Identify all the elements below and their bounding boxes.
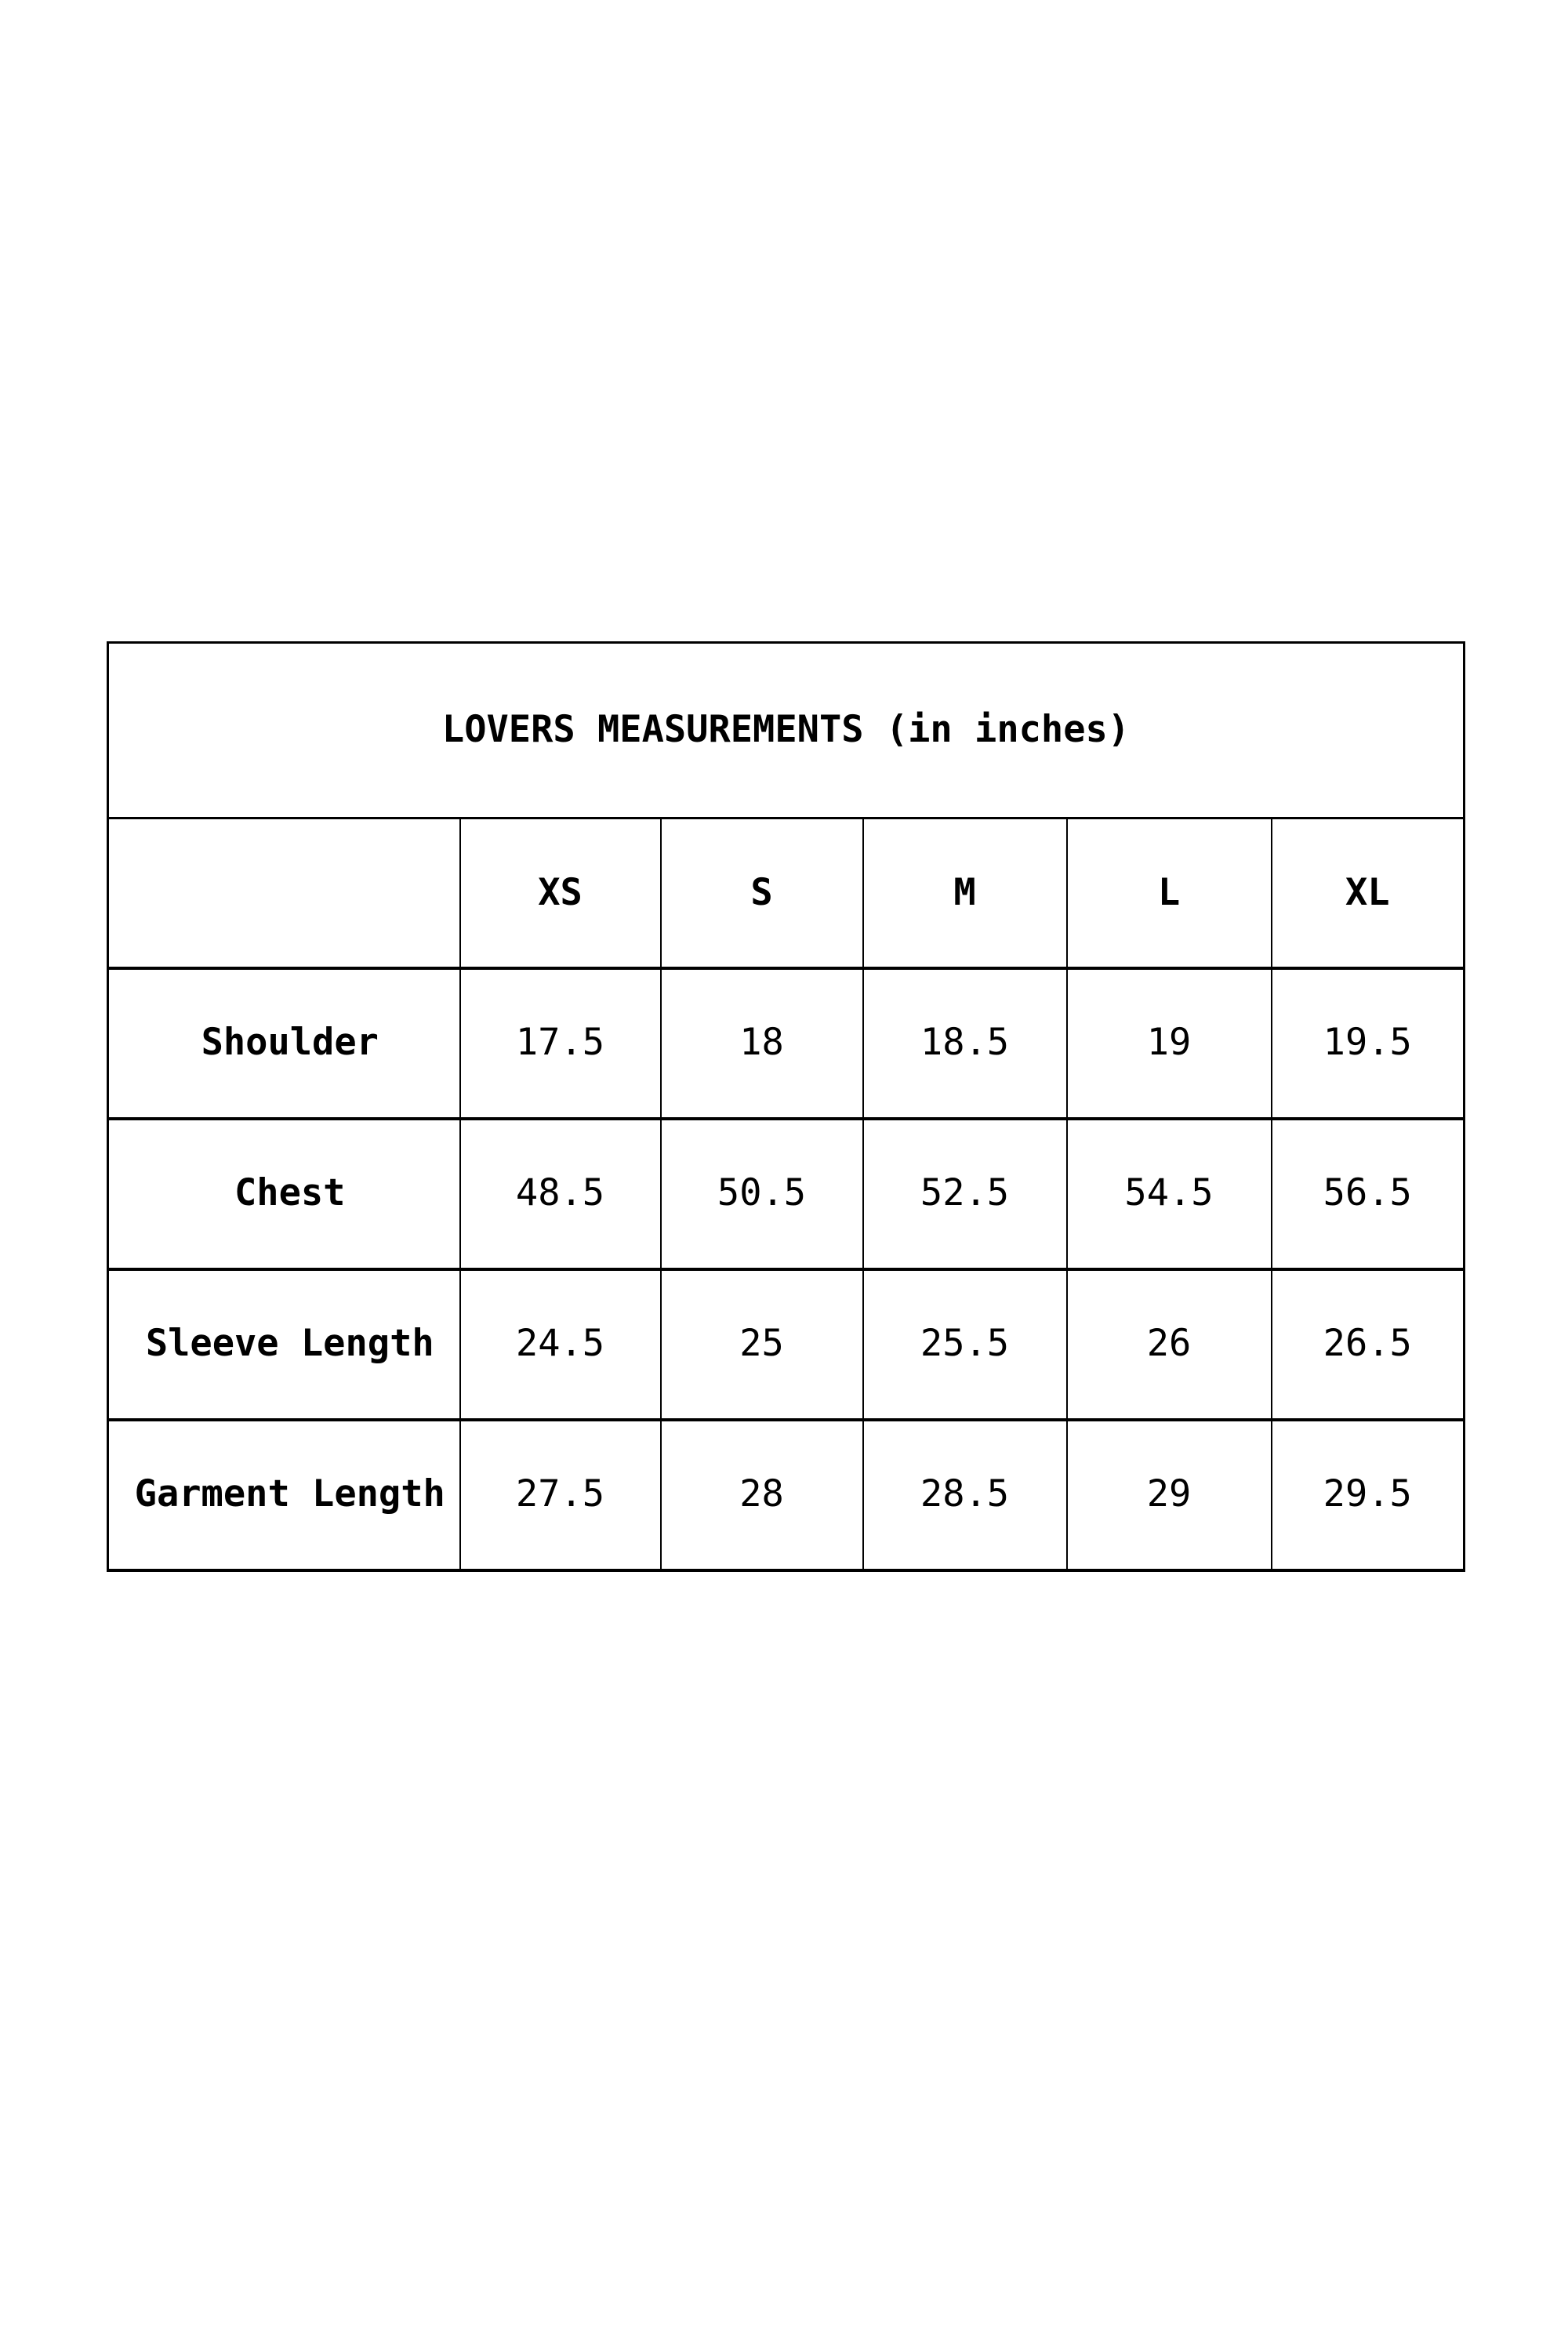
shoulder-xl-value: 19.5 bbox=[1270, 966, 1465, 1120]
row-label-garment-length: Garment Length bbox=[107, 1417, 461, 1572]
table-title-row: LOVERS MEASUREMENTS (in inches) bbox=[107, 642, 1465, 819]
shoulder-m-value: 18.5 bbox=[862, 966, 1068, 1120]
sleeve-length-l-value: 26 bbox=[1065, 1267, 1272, 1421]
size-header-l: L bbox=[1065, 817, 1272, 970]
measurements-table: LOVERS MEASUREMENTS (in inches) XS S M L… bbox=[107, 641, 1466, 1572]
chest-s-value: 50.5 bbox=[659, 1116, 864, 1271]
size-header-m: M bbox=[862, 817, 1068, 970]
table-row-garment-length: Garment Length 27.5 28 28.5 29 29.5 bbox=[107, 1417, 1465, 1572]
corner-empty-cell bbox=[107, 817, 461, 970]
sleeve-length-s-value: 25 bbox=[659, 1267, 864, 1421]
sleeve-length-xl-value: 26.5 bbox=[1270, 1267, 1465, 1421]
shoulder-l-value: 19 bbox=[1065, 966, 1272, 1120]
garment-length-s-value: 28 bbox=[659, 1417, 864, 1572]
row-label-shoulder: Shoulder bbox=[107, 966, 461, 1120]
row-label-chest: Chest bbox=[107, 1116, 461, 1271]
row-label-sleeve-length: Sleeve Length bbox=[107, 1267, 461, 1421]
garment-length-xl-value: 29.5 bbox=[1270, 1417, 1465, 1572]
sleeve-length-m-value: 25.5 bbox=[862, 1267, 1068, 1421]
size-header-row: XS S M L XL bbox=[107, 817, 1465, 970]
chest-xs-value: 48.5 bbox=[459, 1116, 662, 1271]
shoulder-s-value: 18 bbox=[659, 966, 864, 1120]
size-header-xl: XL bbox=[1270, 817, 1465, 970]
chest-xl-value: 56.5 bbox=[1270, 1116, 1465, 1271]
table-row-chest: Chest 48.5 50.5 52.5 54.5 56.5 bbox=[107, 1116, 1465, 1271]
chest-l-value: 54.5 bbox=[1065, 1116, 1272, 1271]
table-row-shoulder: Shoulder 17.5 18 18.5 19 19.5 bbox=[107, 966, 1465, 1120]
garment-length-m-value: 28.5 bbox=[862, 1417, 1068, 1572]
garment-length-xs-value: 27.5 bbox=[459, 1417, 662, 1572]
table-row-sleeve-length: Sleeve Length 24.5 25 25.5 26 26.5 bbox=[107, 1267, 1465, 1421]
shoulder-xs-value: 17.5 bbox=[459, 966, 662, 1120]
sleeve-length-xs-value: 24.5 bbox=[459, 1267, 662, 1421]
garment-length-l-value: 29 bbox=[1065, 1417, 1272, 1572]
size-header-xs: XS bbox=[459, 817, 662, 970]
table-title: LOVERS MEASUREMENTS (in inches) bbox=[107, 642, 1465, 819]
chest-m-value: 52.5 bbox=[862, 1116, 1068, 1271]
size-header-s: S bbox=[659, 817, 864, 970]
